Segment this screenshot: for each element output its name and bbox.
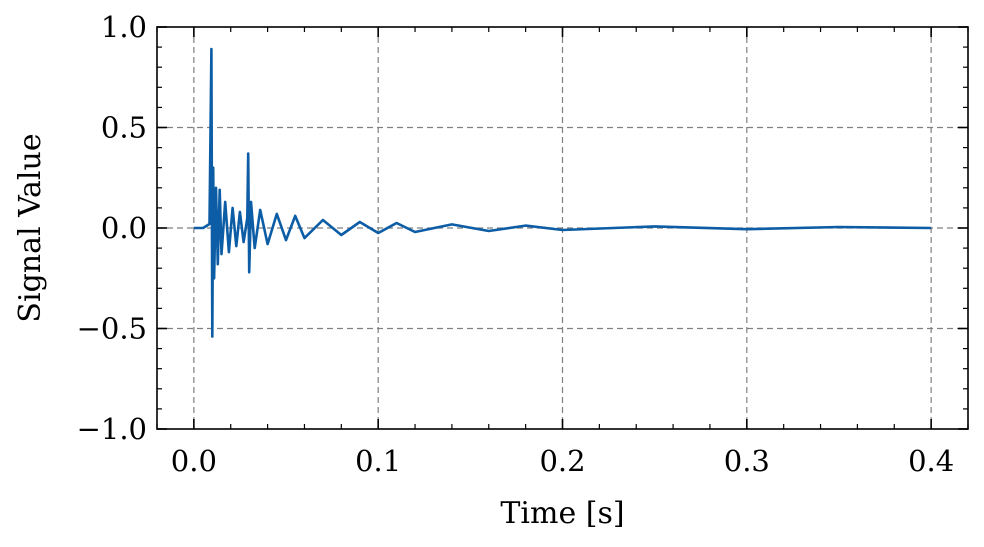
x-axis-title: Time [s] [500,496,624,531]
x-tick-label: 0.4 [908,444,954,478]
y-tick-label: 1.0 [101,10,147,44]
series-layer [193,47,932,338]
signal-series-line [193,47,932,338]
x-tick-label: 0.1 [355,444,401,478]
y-tick-label: 0.0 [101,211,147,245]
y-tick-labels: −1.0 −0.5 0.0 0.5 1.0 [77,10,147,446]
y-tick-label: −0.5 [77,312,147,346]
x-tick-label: 0.0 [171,444,217,478]
x-tick-label: 0.3 [724,444,770,478]
y-tick-label: 0.5 [101,111,147,145]
x-tick-label: 0.2 [539,444,585,478]
y-axis-title: Signal Value [13,133,48,322]
y-tick-label: −1.0 [77,412,147,446]
x-tick-labels: 0.0 0.1 0.2 0.3 0.4 [171,444,954,478]
tick-marks [156,26,969,430]
